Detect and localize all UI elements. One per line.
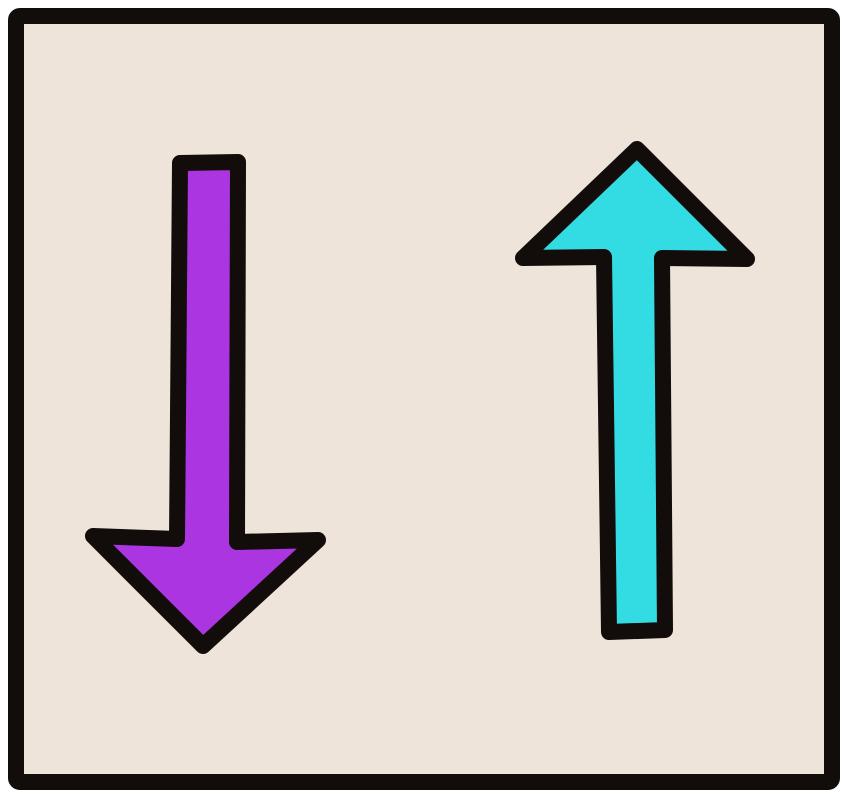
arrow-up-icon: [515, 141, 755, 640]
panel-frame: [8, 8, 840, 790]
arrow-down-icon: [85, 154, 326, 654]
arrow-down-shape: [85, 154, 326, 654]
arrow-up-shape: [515, 141, 755, 640]
